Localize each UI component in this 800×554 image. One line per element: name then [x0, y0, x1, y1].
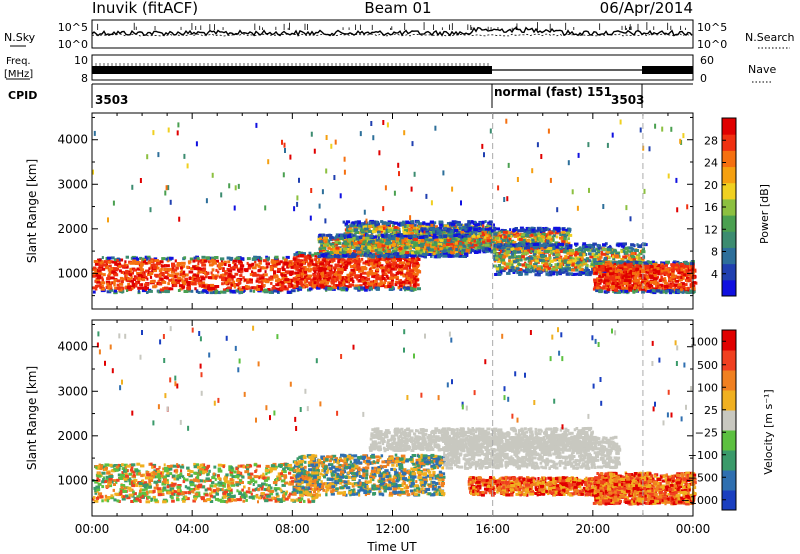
colorbar-swatch: [722, 450, 736, 471]
x-tick-label: 00:00: [676, 522, 711, 536]
colorbar-swatch: [722, 118, 736, 135]
colorbar-swatch: [722, 470, 736, 491]
noise-right-tick-bottom: 10^0: [697, 38, 727, 51]
power-colorbar-label: Power [dB]: [758, 184, 771, 244]
colorbar-swatch: [722, 263, 736, 281]
colorbar-swatch: [722, 279, 736, 297]
date-title: 06/Apr/2014: [600, 0, 693, 17]
x-tick-label: 12:00: [375, 522, 410, 536]
y-tick-label: 2000: [57, 429, 88, 443]
colorbar-tick-label: 12: [704, 223, 718, 236]
colorbar-tick-label: −500: [688, 471, 718, 484]
cpid-segment-2: normal (fast) 151: [494, 85, 612, 99]
freq-right-tick-bottom: 0: [700, 72, 707, 85]
colorbar-tick-label: 1000: [690, 335, 718, 348]
colorbar-swatch: [722, 134, 736, 151]
x-tick-label: 04:00: [175, 522, 210, 536]
velocity-panel: 1000 2000 3000 4000 00:00 04:00 08:00 12:00 16:0…: [25, 319, 775, 554]
colorbar-swatch: [722, 231, 736, 248]
freq-label-top: Freq.: [6, 56, 31, 67]
colorbar-swatch: [722, 247, 736, 265]
nave-label: Nave: [748, 63, 776, 76]
x-tick-label: 00:00: [75, 522, 110, 536]
y-tick-label: 4000: [57, 133, 88, 147]
colorbar-swatch: [722, 198, 736, 216]
colorbar-swatch: [722, 150, 736, 168]
colorbar-tick-label: 4: [711, 268, 718, 281]
colorbar-tick-label: −100: [688, 449, 718, 462]
y-tick-label: 1000: [57, 473, 88, 487]
y-tick-label: 3000: [57, 177, 88, 191]
colorbar-swatch: [722, 430, 736, 451]
cpid-segment-3: 3503: [611, 93, 644, 107]
y-tick-label: 1000: [57, 266, 88, 280]
colorbar-tick-label: −25: [695, 426, 718, 439]
freq-left-tick-top: 10: [74, 54, 88, 67]
colorbar-tick-label: 28: [704, 134, 718, 147]
colorbar-swatch: [722, 215, 736, 232]
frequency-panel: Freq. [MHz] 10 8 60 0 Nave: [4, 54, 776, 85]
power-ylabel: Slant Range [km]: [25, 159, 39, 263]
noise-panel: N.Sky 10^5 10^0 10^5 10^0 N.Search: [4, 19, 795, 51]
colorbar-swatch: [722, 350, 736, 371]
x-tick-label: 20:00: [576, 522, 611, 536]
station-title: Inuvik (fitACF): [92, 0, 198, 17]
freq-label-bottom: [MHz]: [4, 69, 33, 80]
colorbar-swatch: [722, 370, 736, 391]
colorbar-tick-label: 20: [704, 179, 718, 192]
cpid-segment-1: 3503: [95, 93, 128, 107]
noise-right-tick-top: 10^5: [697, 21, 727, 34]
freq-left-tick-bottom: 8: [81, 72, 88, 85]
colorbar-tick-label: 500: [697, 359, 718, 372]
noise-right-label: N.Search: [745, 31, 795, 44]
x-axis-label: Time UT: [366, 540, 417, 554]
beam-title: Beam 01: [364, 0, 431, 17]
power-panel: 1000 2000 3000 4000 Slant Range [km] 4 8 12 16…: [25, 112, 771, 310]
colorbar-swatch: [722, 182, 736, 200]
cpid-label: CPID: [8, 89, 37, 102]
noise-left-tick-bottom: 10^0: [58, 38, 88, 51]
x-tick-label: 16:00: [475, 522, 510, 536]
y-tick-label: 4000: [57, 340, 88, 354]
colorbar-swatch: [722, 410, 736, 431]
y-tick-label: 2000: [57, 222, 88, 236]
colorbar-tick-label: 100: [697, 381, 718, 394]
freq-right-tick-top: 60: [700, 54, 714, 67]
colorbar-tick-label: 8: [711, 246, 718, 259]
y-tick-label: 3000: [57, 384, 88, 398]
noise-left-label: N.Sky: [4, 31, 36, 44]
colorbar-tick-label: 25: [704, 404, 718, 417]
colorbar-swatch: [722, 390, 736, 411]
colorbar-tick-label: −1000: [681, 494, 718, 507]
noise-left-tick-top: 10^5: [58, 21, 88, 34]
colorbar-swatch: [722, 490, 736, 511]
colorbar-swatch: [722, 330, 736, 351]
colorbar-swatch: [722, 166, 736, 184]
colorbar-tick-label: 24: [704, 157, 718, 170]
velocity-ylabel: Slant Range [km]: [25, 366, 39, 470]
cpid-panel: CPID 3503 normal (fast) 151 3503: [8, 83, 693, 108]
velocity-colorbar-label: Velocity [m s⁻¹]: [762, 389, 775, 474]
x-tick-label: 08:00: [275, 522, 310, 536]
colorbar-tick-label: 16: [704, 201, 718, 214]
